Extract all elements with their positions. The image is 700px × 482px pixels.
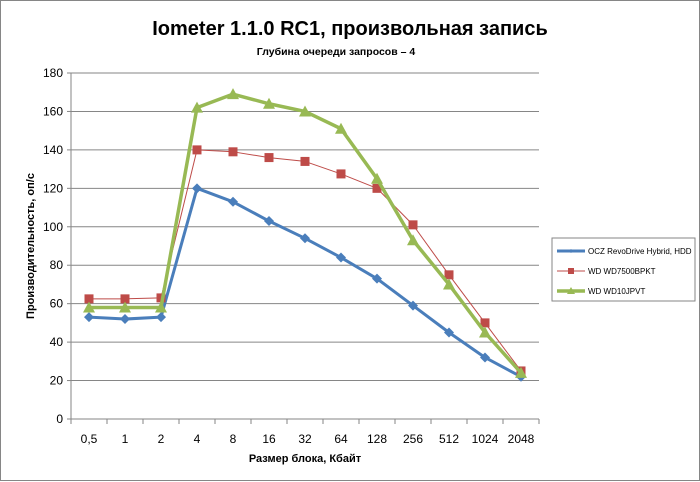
x-tick-label: 8 <box>230 432 237 446</box>
y-tick-label: 0 <box>56 412 63 426</box>
data-point-square <box>228 147 238 157</box>
data-point-square <box>300 156 310 166</box>
data-point-triangle <box>263 97 275 109</box>
legend-item: WD WD7500BPKT <box>557 267 656 276</box>
data-point-square <box>444 270 454 280</box>
data-point-triangle <box>299 105 311 117</box>
chart-subtitle: Глубина очереди запросов – 4 <box>257 46 416 58</box>
data-point-triangle <box>479 326 491 338</box>
y-tick-label: 60 <box>50 297 64 311</box>
y-tick-label: 160 <box>43 104 63 118</box>
x-tick-label: 2048 <box>508 432 535 446</box>
x-tick-label: 64 <box>334 432 348 446</box>
data-point-diamond <box>372 273 382 284</box>
x-tick-label: 16 <box>262 432 276 446</box>
data-point-diamond <box>120 314 130 325</box>
data-point-triangle <box>119 301 131 313</box>
y-tick-label: 20 <box>50 374 64 388</box>
data-point-diamond <box>228 196 238 207</box>
data-point-triangle <box>191 101 203 113</box>
legend-label: WD WD7500BPKT <box>588 267 656 276</box>
y-tick-label: 120 <box>43 181 63 195</box>
y-axis-label: Производительность, оп/с <box>25 173 37 319</box>
x-axis-label: Размер блока, Кбайт <box>249 453 362 465</box>
y-tick-label: 180 <box>43 66 63 80</box>
x-tick-label: 128 <box>367 432 387 446</box>
x-tick-label: 4 <box>194 432 201 446</box>
data-point-triangle <box>227 88 239 100</box>
legend: OCZ RevoDrive Hybrid, HDD WD WD7500BPKT WD… <box>551 237 696 302</box>
data-point-triangle <box>83 301 95 313</box>
data-point-square <box>192 145 202 155</box>
data-point-triangle <box>567 287 575 294</box>
data-point-diamond <box>480 352 490 363</box>
data-point-square <box>336 169 346 179</box>
x-tick-label: 32 <box>298 432 312 446</box>
y-tick-label: 40 <box>50 335 64 349</box>
data-point-diamond <box>156 312 166 323</box>
data-point-triangle <box>371 172 383 184</box>
legend-item: WD WD10JPVT <box>557 287 645 296</box>
y-tick-label: 80 <box>50 258 64 272</box>
data-point-triangle <box>155 301 167 313</box>
data-point-diamond <box>444 327 454 338</box>
data-point-diamond <box>84 312 94 323</box>
data-point-square <box>480 318 490 328</box>
x-tick-label: 1024 <box>472 432 499 446</box>
legend-label: OCZ RevoDrive Hybrid, HDD <box>588 247 692 256</box>
legend-label: WD WD10JPVT <box>588 287 645 296</box>
x-tick-label: 512 <box>439 432 459 446</box>
x-tick-label: 0,5 <box>81 432 98 446</box>
data-point-diamond <box>336 252 346 263</box>
data-point-square <box>84 294 94 304</box>
data-point-triangle <box>407 234 419 246</box>
series-line <box>88 186 522 379</box>
data-point-diamond <box>569 249 573 253</box>
series-2 <box>83 88 527 378</box>
data-point-triangle <box>443 278 455 290</box>
x-tick-label: 1 <box>122 432 129 446</box>
data-point-square <box>372 183 382 193</box>
data-point-diamond <box>300 233 310 244</box>
x-tick-label: 256 <box>403 432 423 446</box>
data-point-triangle <box>335 122 347 134</box>
y-tick-label: 100 <box>43 220 63 234</box>
chart-title: Iometer 1.1.0 RC1, произвольная запись <box>152 18 548 40</box>
data-point-square <box>568 268 574 274</box>
legend-item: OCZ RevoDrive Hybrid, HDD <box>557 247 692 256</box>
data-point-square <box>264 153 274 163</box>
data-point-diamond <box>408 300 418 311</box>
x-tick-label: 2 <box>158 432 165 446</box>
data-point-diamond <box>264 216 274 227</box>
series-0 <box>84 183 526 382</box>
data-point-triangle <box>515 366 527 378</box>
data-point-square <box>120 294 130 304</box>
y-tick-label: 140 <box>43 143 63 157</box>
data-point-diamond <box>192 183 202 194</box>
data-point-square <box>408 220 418 230</box>
